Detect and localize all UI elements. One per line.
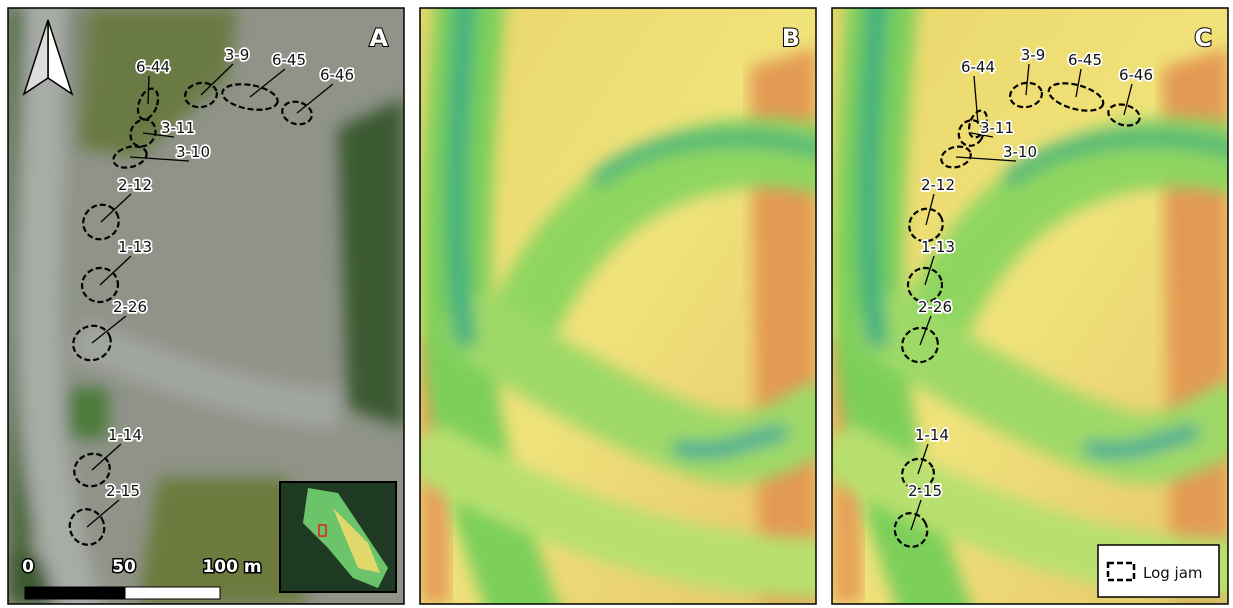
scale-label: 100 m xyxy=(202,557,261,577)
log-jam-label: 3-9 xyxy=(1021,46,1046,64)
log-jam-label: 3-11 xyxy=(980,119,1014,137)
panel-letter: B xyxy=(782,24,800,52)
log-jam-label: 2-26 xyxy=(918,298,952,316)
log-jam-label: 2-12 xyxy=(921,176,955,194)
log-jam-label: 6-45 xyxy=(1068,51,1102,69)
log-jam-label: 3-9 xyxy=(225,46,250,64)
log-jam-label: 3-10 xyxy=(176,143,210,161)
log-jam-label: 6-46 xyxy=(1119,66,1153,84)
dem-panel xyxy=(832,0,1228,608)
log-jam-label: 1-13 xyxy=(118,238,152,256)
aerial-panel xyxy=(8,0,404,608)
log-jam-label: 1-14 xyxy=(108,426,142,444)
legend: Log jam xyxy=(1098,545,1219,597)
panel-letter: A xyxy=(369,24,388,52)
panel-letter: C xyxy=(1194,24,1212,52)
log-jam-label: 1-14 xyxy=(915,426,949,444)
legend-label: Log jam xyxy=(1143,564,1203,582)
log-jam-label: 2-26 xyxy=(113,298,147,316)
scale-label: 50 xyxy=(112,557,136,577)
log-jam-label: 2-12 xyxy=(118,176,152,194)
log-jam-label: 6-44 xyxy=(136,58,170,76)
scale-label: 0 xyxy=(22,557,34,577)
log-jam-label: 2-15 xyxy=(106,482,140,500)
log-jam-label: 6-44 xyxy=(961,58,995,76)
log-jam-label: 6-46 xyxy=(320,66,354,84)
log-jam-label: 2-15 xyxy=(908,482,942,500)
log-jam-label: 3-10 xyxy=(1003,143,1037,161)
log-jam-label: 1-13 xyxy=(921,238,955,256)
figure: 0 50 100 m A B C Log jam 6-44 3-9 6-45 6-46… xyxy=(0,0,1233,608)
dem-panel xyxy=(420,0,816,608)
log-jam-label: 6-45 xyxy=(272,51,306,69)
log-jam-label: 3-11 xyxy=(161,119,195,137)
